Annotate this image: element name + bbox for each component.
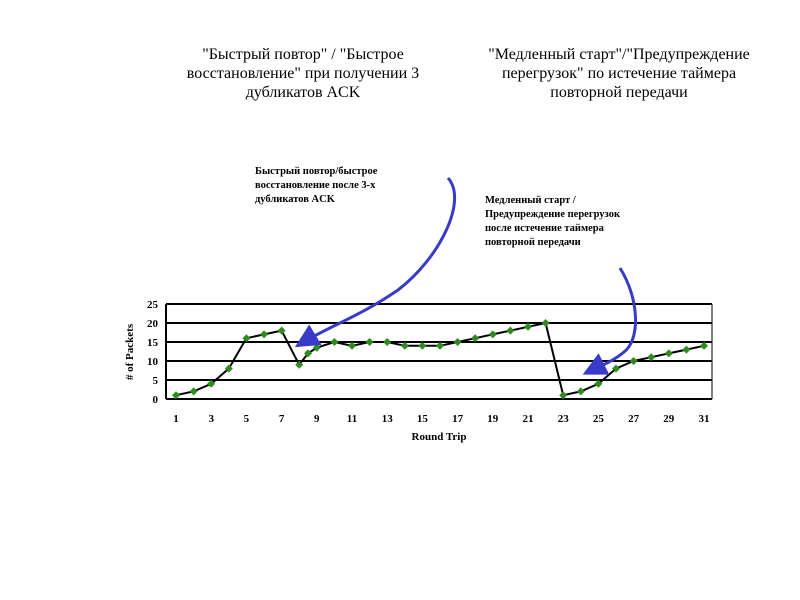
data-point-marker: [664, 349, 673, 358]
y-tick-label: 20: [147, 318, 159, 330]
x-tick-label: 9: [314, 413, 320, 425]
data-point-marker: [330, 338, 339, 346]
series: [175, 321, 705, 397]
markers: [172, 319, 708, 400]
data-point-marker: [348, 341, 356, 350]
x-tick-label: 1: [173, 413, 179, 425]
data-point-marker: [295, 360, 304, 369]
x-tick-label: 15: [417, 413, 429, 425]
x-tick-label: 7: [279, 413, 285, 425]
y-tick-label: 0: [153, 394, 159, 406]
data-point-marker: [576, 387, 585, 396]
callout-line: Медленный старт /: [485, 195, 576, 206]
data-point-marker: [260, 330, 268, 339]
callout-line: дубликатов ACK: [255, 194, 335, 205]
data-point-marker: [541, 319, 550, 327]
data-point-marker: [453, 338, 462, 346]
data-point-marker: [436, 341, 444, 350]
data-point-marker: [277, 326, 286, 335]
x-axis-title: Round Trip: [412, 431, 467, 443]
callout-line: Предупреждение перегрузок: [485, 209, 620, 220]
x-tick-label: 3: [208, 413, 214, 425]
data-point-marker: [612, 364, 620, 373]
data-point-marker: [594, 379, 603, 388]
data-point-marker: [400, 341, 409, 350]
callout-line: после истечение таймера: [485, 223, 604, 234]
arrow-slow-start: [582, 267, 637, 375]
y-tick-label: 15: [147, 337, 159, 349]
y-tick-label: 10: [147, 356, 159, 368]
x-tick-label: 31: [699, 413, 710, 425]
x-tick-label: 27: [628, 413, 640, 425]
x-tick-label: 29: [663, 413, 675, 425]
data-point-marker: [304, 349, 312, 358]
x-tick-label: 13: [382, 413, 394, 425]
data-point-marker: [682, 345, 691, 354]
callout-fast-retransmit: Быстрый повтор/быстрое восстановление по…: [255, 165, 445, 207]
x-tick-label: 17: [452, 413, 464, 425]
data-point-marker: [365, 338, 374, 346]
y-tick-label: 25: [147, 299, 159, 311]
x-tick-label: 19: [487, 413, 499, 425]
x-tick-label: 5: [244, 413, 250, 425]
data-point-marker: [700, 341, 708, 350]
data-point-marker: [189, 387, 198, 396]
x-tick-label: 23: [558, 413, 570, 425]
data-point-marker: [224, 364, 233, 373]
data-point-marker: [242, 334, 251, 343]
data-point-marker: [629, 357, 638, 365]
callout-line: повторной передачи: [485, 237, 581, 248]
arrow-fast-retransmit: [294, 176, 457, 348]
grid: [165, 303, 713, 400]
y-tick-label: 5: [153, 375, 159, 387]
x-tick-label: 11: [347, 413, 357, 425]
x-tick-label: 21: [523, 413, 534, 425]
callout-line: восстановление после 3-х: [255, 180, 376, 191]
data-point-marker: [471, 334, 480, 343]
data-point-marker: [524, 322, 532, 331]
caption-slow-start: "Медленный старт"/"Предупреждение перегр…: [488, 46, 750, 101]
data-point-marker: [172, 391, 180, 400]
y-axis-title: # of Packets: [124, 323, 136, 380]
caption-fast-retransmit: "Быстрый повтор" / "Быстрое восстановлен…: [186, 46, 420, 101]
data-point-marker: [488, 330, 497, 339]
callout-slow-start: Медленный старт / Предупреждение перегру…: [485, 194, 685, 250]
data-point-marker: [383, 338, 392, 346]
data-point-marker: [418, 341, 427, 350]
callout-line: Быстрый повтор/быстрое: [255, 166, 378, 177]
data-point-marker: [647, 353, 656, 362]
data-point-marker: [559, 391, 568, 400]
x-tick-label: 25: [593, 413, 605, 425]
data-point-marker: [506, 326, 515, 335]
data-point-marker: [207, 379, 216, 388]
series-line: [175, 321, 705, 397]
